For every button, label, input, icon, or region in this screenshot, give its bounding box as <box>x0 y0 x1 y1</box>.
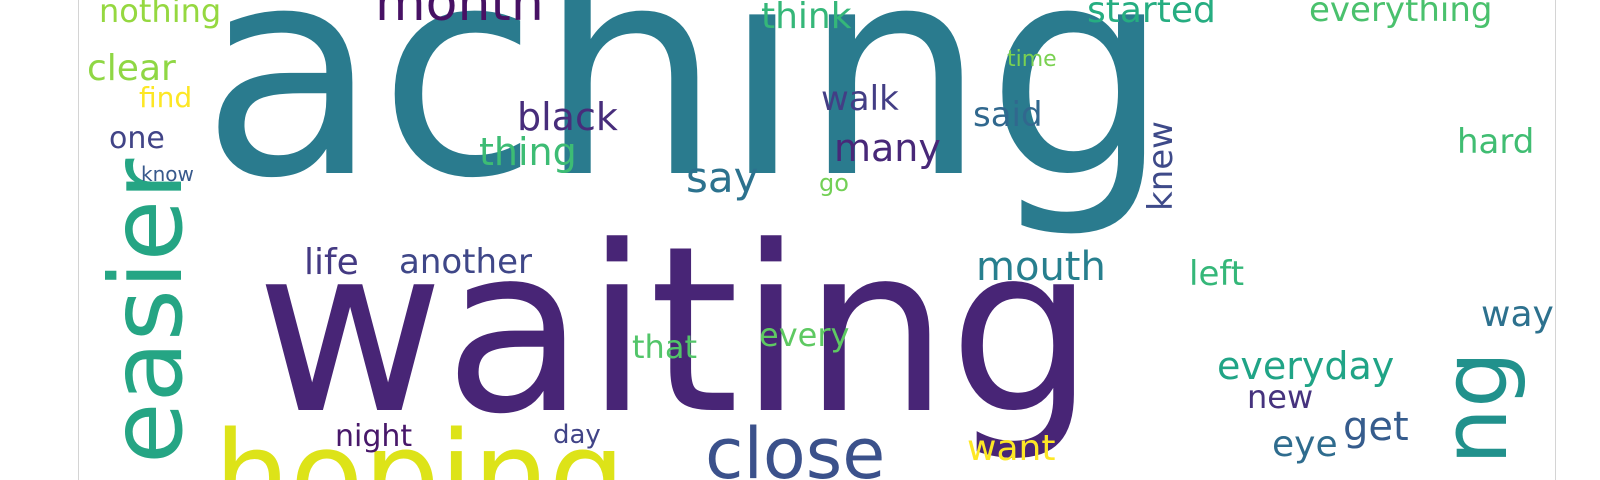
word-think: think <box>761 0 852 37</box>
word-say: say <box>686 153 759 202</box>
word-thing: thing <box>479 130 577 174</box>
word-way: way <box>1481 294 1554 335</box>
word-waiting: waiting <box>256 198 1095 465</box>
word-knew: knew <box>1141 121 1181 211</box>
word-cloud-frame: aching waiting hoping easier close ng mo… <box>78 0 1556 480</box>
word-clear: clear <box>87 48 176 89</box>
word-know: know <box>141 162 194 186</box>
word-everyday: everyday <box>1217 344 1395 388</box>
word-walk: walk <box>821 79 899 119</box>
word-hard: hard <box>1457 122 1535 162</box>
word-started: started <box>1087 0 1216 31</box>
word-time: time <box>1007 47 1057 72</box>
word-said: said <box>973 95 1043 135</box>
word-that: that <box>632 328 697 366</box>
word-day: day <box>553 420 601 450</box>
word-mouth: mouth <box>976 244 1106 290</box>
word-everything: everything <box>1309 0 1493 30</box>
word-go: go <box>819 169 849 197</box>
word-night: night <box>335 419 413 454</box>
word-black: black <box>517 95 618 139</box>
word-close: close <box>705 413 886 480</box>
word-every: every <box>759 316 850 354</box>
word-left: left <box>1189 254 1245 294</box>
word-another: another <box>399 242 532 282</box>
word-ng: ng <box>1423 350 1528 465</box>
word-month: month <box>375 0 544 33</box>
word-new: new <box>1247 378 1314 416</box>
word-hoping: hoping <box>214 407 626 480</box>
word-nothing: nothing <box>99 0 222 30</box>
word-get: get <box>1343 404 1409 450</box>
word-aching: aching <box>201 0 1171 242</box>
word-one: one <box>109 121 165 156</box>
word-find: find <box>139 81 193 114</box>
word-life: life <box>304 242 359 283</box>
word-many: many <box>834 126 941 170</box>
word-easier: easier <box>88 158 205 464</box>
word-eye: eye <box>1272 424 1338 465</box>
word-want: want <box>967 428 1056 469</box>
